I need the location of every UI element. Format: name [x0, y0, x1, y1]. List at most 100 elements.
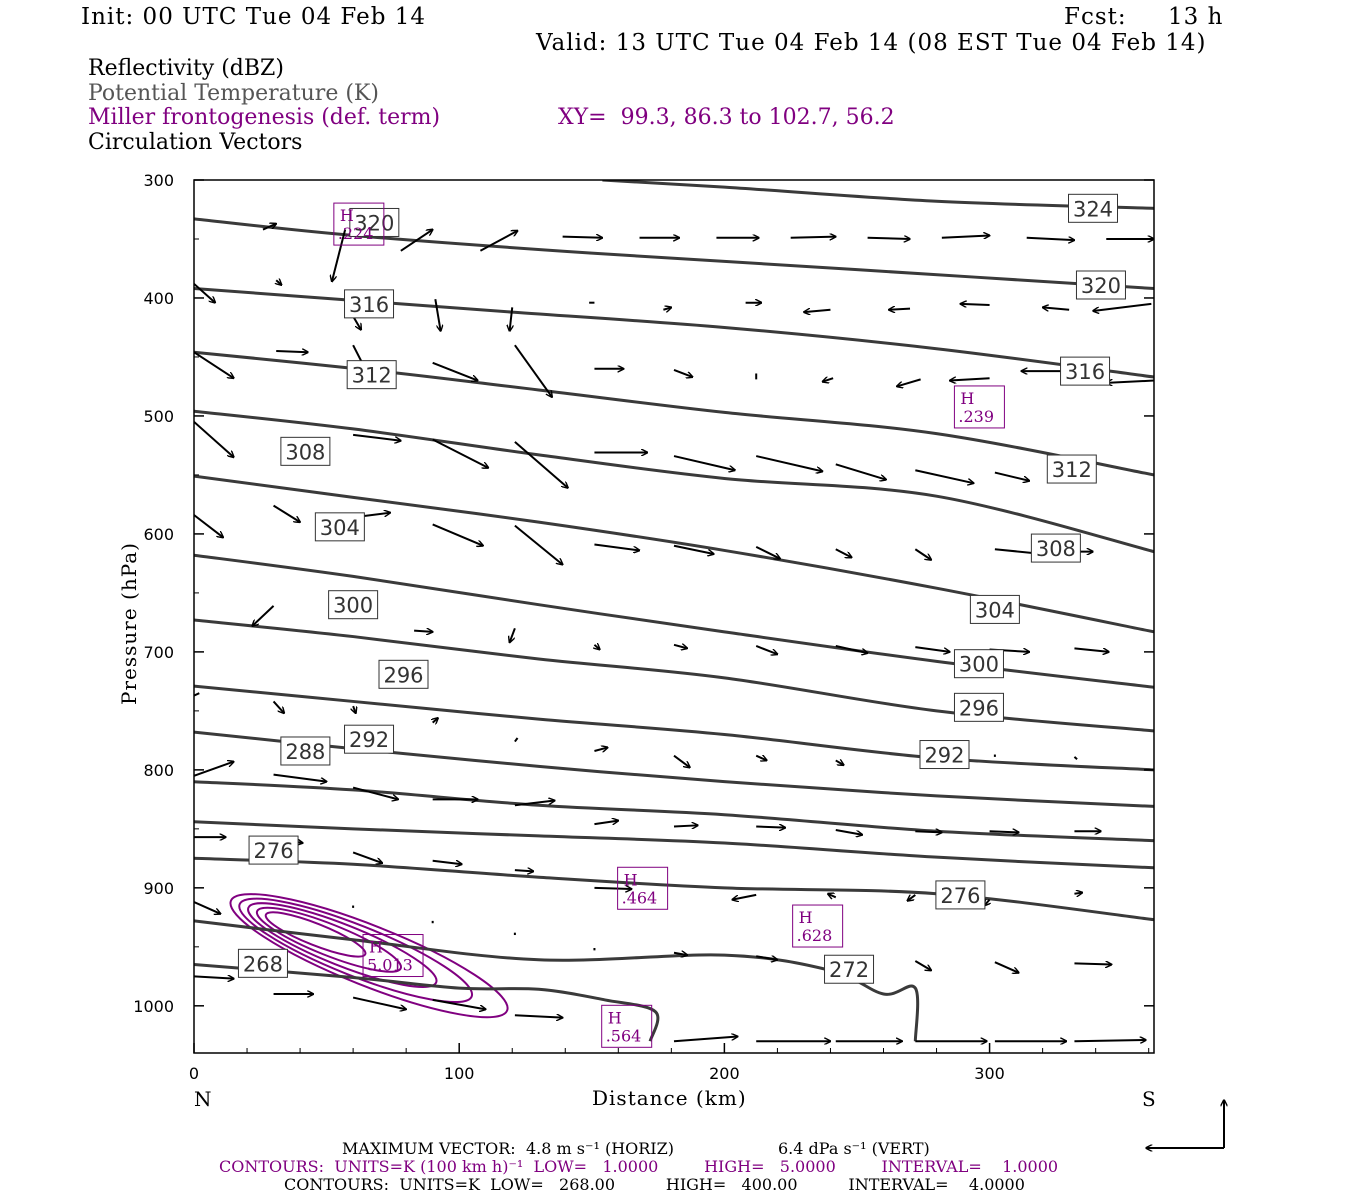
frontogenesis-contour-info: CONTOURS: UNITS=K (100 km h)⁻¹ LOW= 1.00…	[219, 1157, 1059, 1176]
frontogenesis-contour-1	[229, 893, 509, 1019]
frontogenesis-max-value: .464	[622, 888, 658, 907]
circulation-vector	[914, 960, 931, 970]
isentrope-316	[194, 287, 1154, 379]
frontogenesis-max-box	[601, 1004, 653, 1048]
isentrope-label-text: 320	[1081, 274, 1121, 298]
isentrope-label-box	[280, 436, 331, 466]
circulation-vector	[732, 893, 757, 900]
frontogenesis-max: H.464	[617, 866, 669, 910]
circulation-vector	[1026, 238, 1075, 240]
isentrope-label-box	[328, 590, 379, 620]
plot-frame	[193, 179, 1155, 1054]
frontogenesis-max-box	[617, 866, 669, 910]
isentrope-label-text: 316	[1065, 360, 1105, 384]
circulation-vector	[960, 304, 990, 305]
circulation-vector	[915, 831, 942, 832]
circulation-vector	[941, 235, 990, 237]
isentrope-label-box	[237, 948, 288, 978]
frontogenesis-max-letter: H	[340, 206, 354, 225]
circulation-vector	[433, 718, 438, 723]
circulation-vector	[835, 829, 863, 835]
circulation-vector	[756, 955, 777, 960]
circulation-vector	[562, 237, 603, 238]
circulation-vector	[510, 307, 513, 331]
isentrope-label-box	[953, 649, 1004, 679]
frontogenesis-max-letter: H	[624, 870, 638, 889]
isentrope-label-box	[314, 512, 365, 542]
isentrope-label-312: 312	[346, 360, 397, 390]
circulation-vector	[673, 455, 735, 470]
circulation-vector	[332, 229, 347, 282]
circulation-vector	[755, 645, 777, 654]
circulation-vector	[673, 544, 714, 554]
isentrope-label-box	[969, 594, 1020, 624]
circulation-vector	[353, 705, 356, 713]
isentrope-label-text: 304	[320, 516, 360, 540]
isentrope-label-text: 312	[352, 364, 392, 388]
circulation-vector	[194, 283, 215, 303]
circulation-vector	[950, 378, 990, 380]
isentrope-308	[194, 409, 1154, 554]
isentrope-label-box	[1075, 270, 1126, 300]
isentrope-label-text: 308	[285, 440, 325, 464]
isentrope-label-box	[919, 740, 970, 770]
circulation-vector	[835, 548, 852, 557]
circulation-vector	[262, 224, 276, 231]
isentrope-label-text: 296	[383, 663, 423, 687]
frontogenesis-contour-2	[238, 897, 474, 1004]
valid-time: Valid: 13 UTC Tue 04 Feb 14 (08 EST Tue …	[536, 30, 1207, 56]
isentrope-label-292: 292	[344, 724, 395, 754]
frontogenesis-max-value: .224	[338, 224, 374, 243]
circulation-vector	[755, 455, 822, 471]
circulation-vector	[194, 421, 234, 457]
circulation-vector	[414, 631, 433, 632]
isentrope-label-276: 276	[935, 880, 986, 910]
circulation-vector	[352, 851, 382, 863]
isentrope-268	[194, 963, 660, 1042]
circulation-vector	[514, 1015, 563, 1017]
isentrope-label-text: 320	[354, 211, 394, 235]
isentrope-label-text: 288	[285, 740, 325, 764]
isentrope-label-272: 272	[824, 954, 875, 984]
frontogenesis-max: H.564	[601, 1004, 653, 1048]
isentrope-label-box	[349, 207, 400, 237]
frontogenesis-contour-5	[264, 911, 367, 958]
isentrope-label-308: 308	[280, 436, 331, 466]
circulation-vector	[594, 747, 607, 751]
circulation-vector	[432, 438, 489, 468]
circulation-vector	[194, 976, 234, 978]
frontogenesis-max: H5.013	[362, 934, 424, 978]
circulation-vector	[252, 605, 275, 626]
circulation-vector	[989, 831, 1019, 832]
circulation-vector	[673, 825, 698, 826]
circulation-vector	[673, 369, 693, 377]
circulation-vector	[1074, 893, 1082, 894]
frontogenesis-contours	[229, 893, 509, 1019]
circulation-vector	[273, 773, 327, 782]
isentrope-label-box	[824, 954, 875, 984]
isentrope-label-268: 268	[237, 948, 288, 978]
isentrope-label-text: 316	[349, 293, 389, 317]
circulation-vector	[514, 524, 563, 565]
isentrope-label-box	[1060, 356, 1111, 386]
frontogenesis-max: H.628	[792, 904, 844, 948]
x-axis-title: Distance (km)	[592, 1086, 747, 1110]
theta-contour-info: CONTOURS: UNITS=K LOW= 268.00 HIGH= 400.…	[284, 1175, 1025, 1194]
isentrope-label-text: 276	[254, 839, 294, 863]
frontogenesis-contour-4	[255, 906, 402, 973]
circulation-vector	[804, 310, 831, 312]
y-tick-label: 700	[143, 643, 174, 662]
circulation-vector	[1093, 302, 1152, 311]
axes: 0 100 200 300 300 400 500 600 700 800 900 1000	[133, 171, 1154, 1083]
legend-potential-temperature: Potential Temperature (K)	[88, 81, 379, 106]
circulation-vector	[514, 344, 552, 397]
circulation-vector	[594, 821, 618, 826]
isentrope-label-312: 312	[1046, 454, 1097, 484]
max-vector-horizontal: 4.8 m s⁻¹ (HORIZ)	[526, 1139, 674, 1158]
y-tick-label: 400	[143, 289, 174, 308]
frontogenesis-max-letter: H	[960, 389, 974, 408]
circulation-vector	[1074, 1040, 1146, 1041]
circulation-vector	[432, 859, 462, 865]
frontogenesis-max-box	[333, 202, 385, 246]
